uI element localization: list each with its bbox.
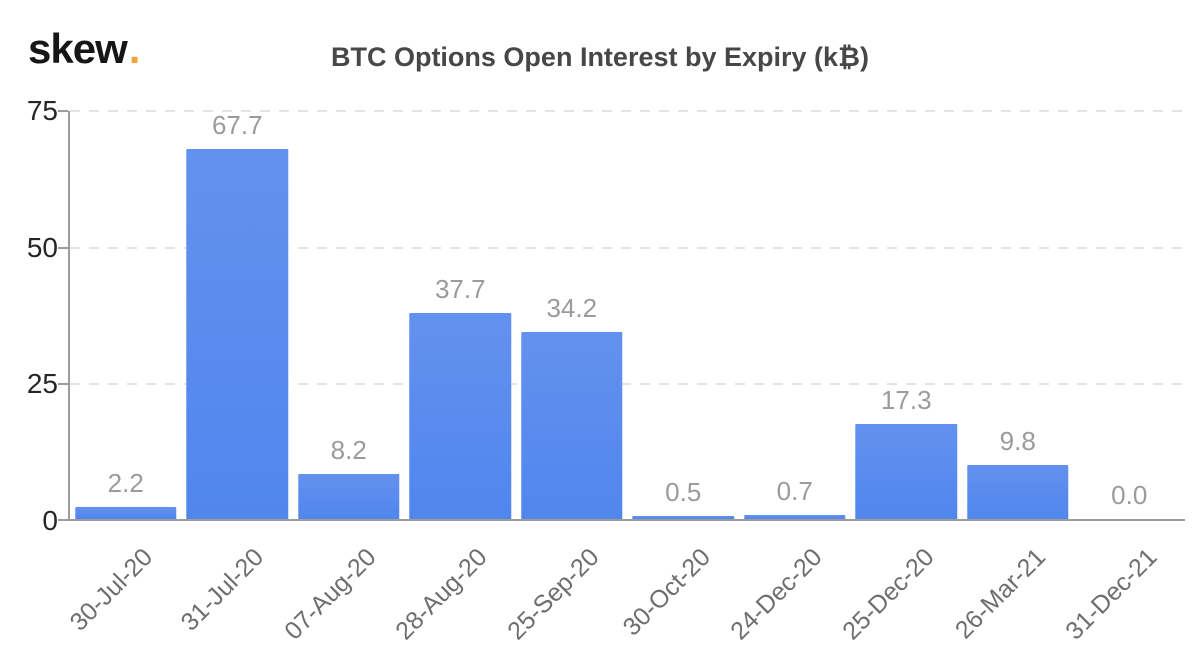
bar-slot: 9.8 xyxy=(962,111,1074,519)
bar-30-Oct-20[interactable] xyxy=(632,516,734,519)
x-tick-label-25-Sep-20: 25-Sep-20 xyxy=(502,543,605,646)
bar-value-label: 37.7 xyxy=(434,273,486,304)
bar-24-Dec-20[interactable] xyxy=(744,515,846,519)
x-tick-label-25-Dec-20: 25-Dec-20 xyxy=(837,543,940,646)
bar-value-label: 0.0 xyxy=(1111,480,1148,510)
bar-value-label: 8.2 xyxy=(330,435,367,466)
bar-slot: 8.2 xyxy=(293,111,405,519)
bar-31-Jul-20[interactable] xyxy=(186,148,288,519)
bar-slot: 17.3 xyxy=(851,111,963,519)
bar-value-label: 67.7 xyxy=(211,109,263,140)
y-tick-label-25: 25 xyxy=(26,368,58,400)
x-tick-label-24-Dec-20: 24-Dec-20 xyxy=(725,543,828,646)
y-tick-label-75: 75 xyxy=(26,95,58,126)
bars-layer: 2.2 67.7 8.2 37.7 34.2 0.5 0.7 17.3 9.8 0.0 xyxy=(70,109,1186,519)
chart-title: BTC Options Open Interest by Expiry (k₿) xyxy=(330,42,870,72)
bar-slot: 34.2 xyxy=(516,111,628,519)
bar-26-Mar-21[interactable] xyxy=(967,465,1069,519)
skew-logo-dot: . xyxy=(128,25,141,72)
bar-slot: 2.2 xyxy=(70,111,182,519)
bar-value-label: 0.7 xyxy=(776,476,813,507)
x-tick-label-31-Dec-21: 31-Dec-21 xyxy=(1060,543,1163,646)
skew-logo[interactable]: skew. xyxy=(28,25,141,72)
y-tick-25 xyxy=(58,383,68,386)
x-tick-label-28-Aug-20: 28-Aug-20 xyxy=(390,543,493,646)
bar-value-label: 9.8 xyxy=(999,426,1036,457)
bar-25-Sep-20[interactable] xyxy=(521,332,623,519)
bar-25-Dec-20[interactable] xyxy=(855,424,957,519)
y-tick-50 xyxy=(58,246,68,249)
bar-slot: 37.7 xyxy=(405,111,517,519)
y-tick-0 xyxy=(58,519,68,521)
bar-value-label: 34.2 xyxy=(546,293,598,324)
bar-value-label: 2.2 xyxy=(107,467,144,498)
bar-slot: 0.5 xyxy=(628,111,740,519)
x-tick-label-31-Jul-20: 31-Jul-20 xyxy=(175,543,270,637)
bar-slot: 0.7 xyxy=(739,111,851,519)
skew-logo-text: skew xyxy=(28,25,128,72)
x-tick-label-30-Jul-20: 30-Jul-20 xyxy=(64,543,158,637)
bar-07-Aug-20[interactable] xyxy=(298,474,400,519)
x-tick-label-07-Aug-20: 07-Aug-20 xyxy=(278,543,382,646)
y-tick-75 xyxy=(58,110,68,112)
bar-slot: 67.7 xyxy=(182,109,294,519)
x-tick-label-26-Mar-21: 26-Mar-21 xyxy=(949,543,1052,645)
gridline-50 xyxy=(70,246,1185,249)
plot-area: 2.2 67.7 8.2 37.7 34.2 0.5 0.7 17.3 9.8 0.0 30-Ju… xyxy=(27,95,1186,645)
bar-30-Jul-20[interactable] xyxy=(75,506,177,519)
x-tick-label-30-Oct-20: 30-Oct-20 xyxy=(617,543,717,642)
gridline-75 xyxy=(70,110,1185,112)
gridline-25 xyxy=(70,383,1185,386)
bar-28-Aug-20[interactable] xyxy=(409,312,511,519)
y-tick-label-50: 50 xyxy=(26,231,58,263)
bar-value-label: 0.5 xyxy=(665,477,702,508)
bar-value-label: 17.3 xyxy=(880,385,932,416)
y-tick-label-0: 0 xyxy=(42,505,58,536)
bar-slot: 0.0 xyxy=(1074,111,1186,519)
